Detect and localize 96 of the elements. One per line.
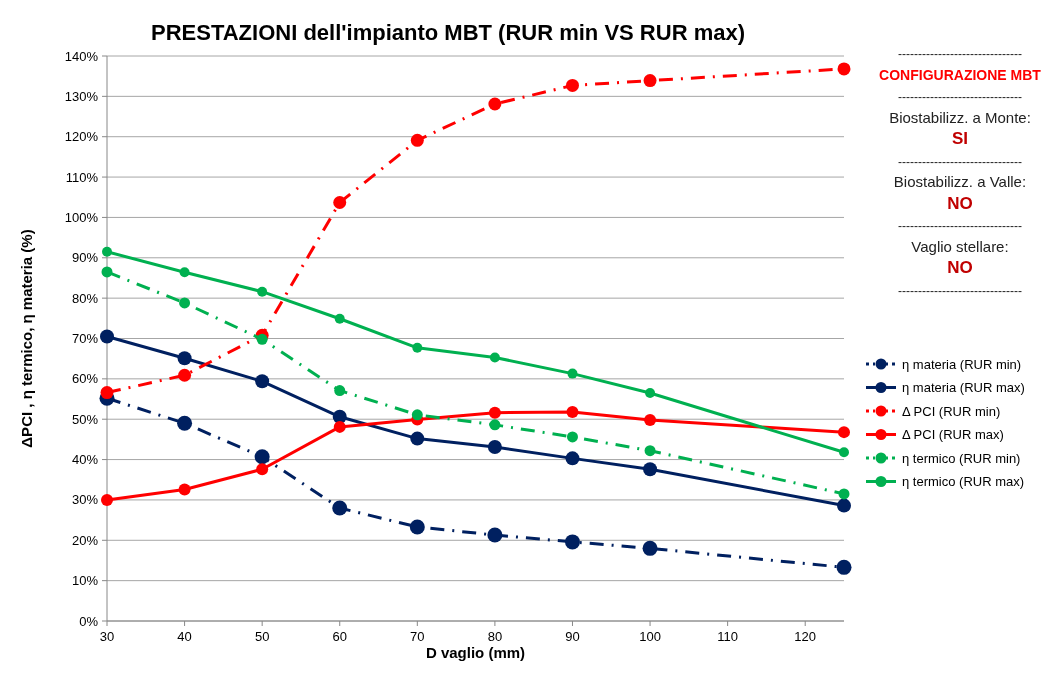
y-tick-label: 110% bbox=[65, 169, 99, 185]
y-tick-label: 60% bbox=[71, 371, 99, 387]
x-tick-label: 30 bbox=[99, 629, 115, 644]
text: ------------------------------- bbox=[898, 219, 1022, 233]
x-axis-title: D vaglio (mm) bbox=[425, 644, 526, 661]
point bbox=[488, 406, 501, 419]
text: ------------------------------- bbox=[898, 154, 1022, 169]
y-tick-label: 10% bbox=[71, 573, 99, 589]
x-tick-label: 120 bbox=[794, 629, 817, 644]
point bbox=[255, 374, 270, 389]
y-tick-label: 90% bbox=[71, 250, 99, 266]
y-tick-label: 130% bbox=[64, 88, 99, 104]
text: CONFIGURAZIONE MBT bbox=[879, 66, 1042, 83]
point bbox=[567, 368, 578, 379]
text: Biostabilizz. a Monte: bbox=[889, 108, 1031, 126]
x-tick-label: 70 bbox=[410, 629, 425, 644]
point bbox=[488, 97, 502, 111]
point bbox=[178, 368, 192, 382]
text: NO bbox=[947, 193, 973, 213]
point bbox=[565, 78, 579, 92]
point bbox=[179, 267, 190, 278]
point bbox=[334, 313, 345, 324]
y-tick-label: 120% bbox=[64, 129, 99, 145]
point bbox=[645, 387, 656, 398]
y-tick-label: 70% bbox=[71, 331, 99, 347]
x-tick-label: 50 bbox=[254, 629, 270, 644]
point bbox=[644, 445, 656, 457]
text: ------------------------------- bbox=[898, 283, 1022, 298]
point bbox=[643, 462, 658, 477]
point bbox=[101, 266, 113, 278]
point bbox=[179, 297, 191, 309]
point bbox=[102, 246, 112, 257]
point bbox=[409, 519, 425, 535]
y-tick-label: 0% bbox=[79, 613, 99, 629]
point bbox=[101, 493, 113, 506]
text: SI bbox=[951, 129, 969, 148]
text: ------------------------------- bbox=[898, 90, 1022, 104]
text: ------------------------------- bbox=[898, 47, 1022, 61]
x-tick-label: 40 bbox=[177, 629, 192, 644]
point bbox=[566, 431, 578, 443]
point bbox=[410, 431, 425, 446]
text: Biostabilizz. a Valle: bbox=[893, 173, 1027, 190]
legend-label: Δ PCI (RUR min) bbox=[902, 403, 1001, 419]
point bbox=[178, 483, 191, 496]
point bbox=[836, 559, 852, 575]
point bbox=[642, 540, 658, 556]
point bbox=[838, 426, 850, 439]
legend-label: η termico (RUR max) bbox=[902, 474, 1025, 490]
y-tick-label: 80% bbox=[71, 290, 99, 306]
x-tick-label: 90 bbox=[565, 629, 580, 644]
point bbox=[837, 498, 851, 513]
point bbox=[487, 527, 503, 543]
y-tick-label: 40% bbox=[71, 452, 99, 468]
y-axis-title: ΔPCI , η termico, η materia (%) bbox=[18, 229, 35, 448]
point bbox=[838, 488, 850, 500]
chart-title: PRESTAZIONI dell'impianto MBT (RUR min VS RUR max) bbox=[151, 20, 745, 45]
point bbox=[256, 463, 269, 476]
point bbox=[100, 386, 114, 400]
point bbox=[333, 196, 347, 209]
point bbox=[256, 333, 268, 345]
point bbox=[334, 385, 346, 397]
legend-label: Δ PCI (RUR max) bbox=[902, 427, 1004, 443]
point bbox=[332, 500, 348, 516]
point bbox=[100, 329, 114, 344]
legend-label: η materia (RUR min) bbox=[902, 356, 1022, 372]
point bbox=[564, 534, 580, 550]
point bbox=[411, 409, 423, 421]
y-tick-label: 30% bbox=[71, 492, 99, 508]
point bbox=[487, 440, 502, 455]
y-tick-label: 100% bbox=[64, 209, 99, 225]
point bbox=[566, 405, 579, 418]
point bbox=[412, 342, 423, 353]
text: Vaglio stellare: bbox=[911, 237, 1009, 255]
point bbox=[254, 449, 270, 465]
point bbox=[565, 451, 580, 466]
x-tick-label: 100 bbox=[639, 629, 661, 644]
legend-label: η termico (RUR min) bbox=[902, 450, 1021, 466]
y-tick-label: 20% bbox=[71, 532, 99, 548]
text: NO bbox=[947, 258, 973, 277]
legend-label: η materia (RUR max) bbox=[902, 380, 1025, 396]
point bbox=[177, 415, 193, 431]
point bbox=[643, 74, 657, 88]
point bbox=[177, 351, 192, 366]
point bbox=[837, 62, 851, 76]
y-tick-label: 50% bbox=[71, 411, 99, 427]
point bbox=[410, 133, 424, 147]
point bbox=[489, 419, 501, 431]
point bbox=[489, 352, 500, 363]
point bbox=[257, 286, 268, 297]
point bbox=[333, 420, 346, 433]
x-tick-label: 60 bbox=[332, 629, 347, 644]
x-tick-label: 110 bbox=[717, 629, 738, 644]
x-tick-label: 80 bbox=[487, 629, 503, 644]
point bbox=[644, 414, 657, 427]
y-tick-label: 140% bbox=[64, 48, 99, 64]
point bbox=[839, 447, 849, 458]
